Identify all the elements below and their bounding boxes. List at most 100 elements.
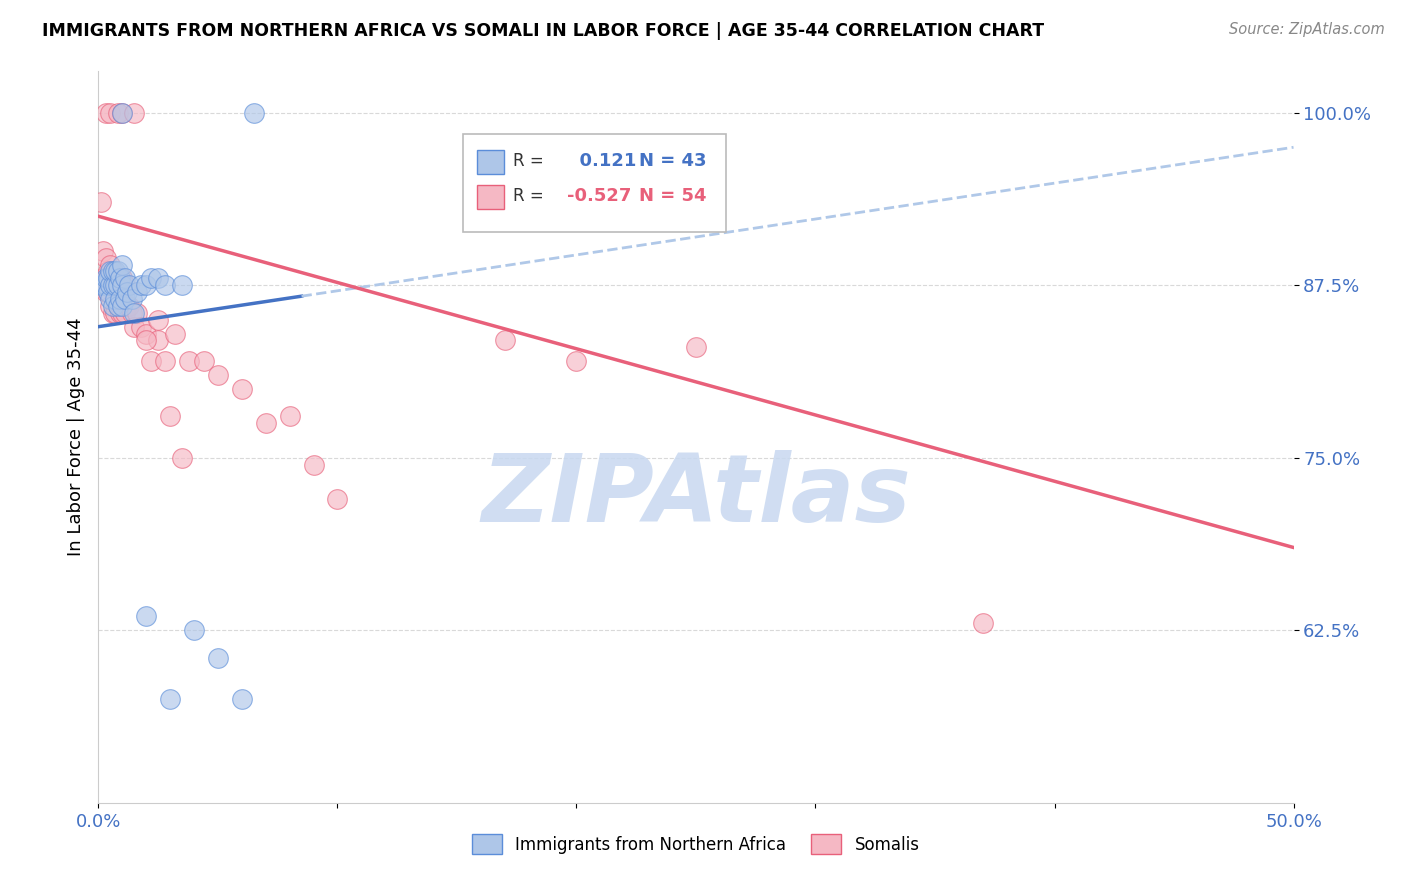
Point xyxy=(108,292,131,306)
Point xyxy=(159,692,181,706)
Point xyxy=(108,278,131,293)
Point xyxy=(135,278,157,293)
Point xyxy=(193,354,215,368)
Text: R =: R = xyxy=(513,186,544,204)
Point xyxy=(107,299,129,313)
Text: N = 43: N = 43 xyxy=(638,153,706,170)
Text: -0.527: -0.527 xyxy=(567,186,631,204)
Point xyxy=(121,292,143,306)
Point xyxy=(107,299,129,313)
Point xyxy=(101,278,124,293)
Text: N = 54: N = 54 xyxy=(638,186,706,204)
Point xyxy=(183,624,205,638)
Point xyxy=(135,609,157,624)
Point xyxy=(155,354,177,368)
Point xyxy=(107,105,129,120)
Point xyxy=(107,278,129,293)
Point xyxy=(231,692,253,706)
Point xyxy=(254,417,277,431)
Text: R =: R = xyxy=(513,153,544,170)
Y-axis label: In Labor Force | Age 35-44: In Labor Force | Age 35-44 xyxy=(66,318,84,557)
Point xyxy=(243,105,266,120)
Point xyxy=(118,299,141,313)
Point xyxy=(114,306,136,320)
Point xyxy=(494,334,516,348)
Point xyxy=(104,292,127,306)
Point xyxy=(98,278,122,293)
Point xyxy=(179,354,201,368)
Text: Source: ZipAtlas.com: Source: ZipAtlas.com xyxy=(1229,22,1385,37)
Point xyxy=(114,278,136,293)
Point xyxy=(131,319,153,334)
Bar xyxy=(477,185,503,209)
Point xyxy=(124,319,146,334)
Point xyxy=(104,264,127,278)
Point xyxy=(135,334,157,348)
Text: 0.121: 0.121 xyxy=(567,153,637,170)
Point xyxy=(101,299,124,313)
Point xyxy=(101,271,124,285)
Point xyxy=(104,306,127,320)
Point xyxy=(148,312,170,326)
Point xyxy=(94,285,117,300)
Point xyxy=(111,258,134,272)
Point xyxy=(114,292,136,306)
Point xyxy=(148,334,170,348)
Point xyxy=(90,278,112,293)
Point xyxy=(91,271,114,285)
Point xyxy=(326,492,349,507)
Point xyxy=(98,278,122,293)
Point xyxy=(172,278,194,293)
Point xyxy=(104,271,127,285)
Point xyxy=(91,244,114,258)
Point xyxy=(98,258,122,272)
Point xyxy=(565,354,588,368)
Point xyxy=(124,306,146,320)
Point xyxy=(94,271,117,285)
Point xyxy=(118,278,141,293)
Point xyxy=(131,278,153,293)
Text: ZIPAtlas: ZIPAtlas xyxy=(481,450,911,541)
Point xyxy=(111,278,134,293)
Point xyxy=(207,651,229,665)
Point xyxy=(94,278,117,293)
Point xyxy=(159,409,181,424)
Point xyxy=(124,105,146,120)
Point xyxy=(101,306,124,320)
Point xyxy=(111,271,134,285)
Point xyxy=(91,278,114,293)
FancyBboxPatch shape xyxy=(463,134,725,232)
Point xyxy=(98,264,122,278)
Point xyxy=(114,271,136,285)
Point xyxy=(94,251,117,265)
Point xyxy=(97,264,120,278)
Point xyxy=(135,326,157,341)
Point xyxy=(139,271,162,285)
Point xyxy=(90,195,112,210)
Point xyxy=(111,105,134,120)
Point xyxy=(155,278,177,293)
Point xyxy=(97,271,120,285)
Legend: Immigrants from Northern Africa, Somalis: Immigrants from Northern Africa, Somalis xyxy=(465,828,927,860)
Point xyxy=(98,299,122,313)
Point xyxy=(125,306,148,320)
Point xyxy=(148,271,170,285)
Point xyxy=(94,105,117,120)
Point xyxy=(125,285,148,300)
Point xyxy=(115,285,138,300)
Bar xyxy=(477,151,503,175)
Point xyxy=(139,354,162,368)
Point xyxy=(302,458,325,472)
Point xyxy=(97,285,120,300)
Point xyxy=(104,278,127,293)
Point xyxy=(108,306,131,320)
Point xyxy=(172,450,194,465)
Point xyxy=(231,382,253,396)
Point xyxy=(98,292,122,306)
Point xyxy=(111,299,134,313)
Point xyxy=(101,264,124,278)
Point xyxy=(115,299,138,313)
Point xyxy=(108,271,131,285)
Point xyxy=(111,105,134,120)
Point xyxy=(972,616,994,631)
